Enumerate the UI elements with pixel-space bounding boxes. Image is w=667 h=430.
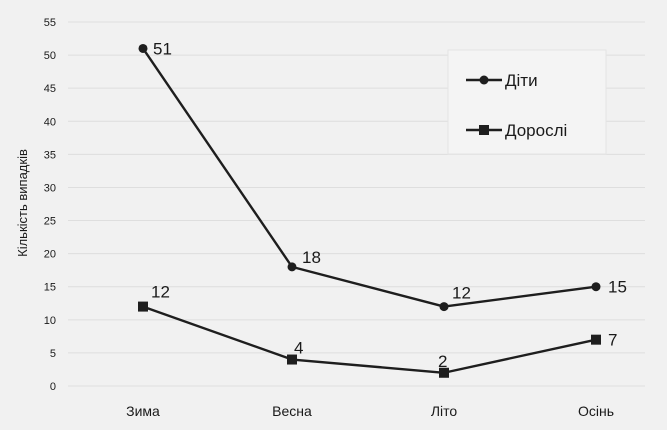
legend-label: Діти — [505, 71, 538, 90]
data-label: 2 — [438, 352, 447, 371]
data-label: 4 — [294, 339, 303, 358]
y-tick-label: 10 — [44, 315, 56, 327]
legend: Діти Дорослі — [447, 49, 607, 155]
legend-item: Діти — [466, 71, 538, 90]
data-point-marker — [591, 282, 601, 292]
y-tick-label: 45 — [44, 83, 56, 95]
y-tick-label: 55 — [44, 17, 56, 29]
y-tick-label: 30 — [44, 182, 56, 194]
legend-item: Дорослі — [466, 121, 567, 140]
data-point-marker — [439, 367, 449, 378]
data-label: 51 — [153, 39, 172, 58]
x-tick-labels: Зима Весна Літо Осінь — [126, 403, 614, 419]
data-point-marker — [138, 43, 148, 53]
series-line — [142, 47, 597, 308]
legend-marker — [479, 125, 489, 135]
data-label: 12 — [151, 283, 170, 302]
y-tick-labels: 0 5 10 15 20 25 30 35 40 45 50 55 — [44, 17, 56, 393]
data-point-marker — [138, 301, 148, 312]
data-label: 12 — [452, 284, 471, 303]
y-tick-label: 20 — [44, 249, 56, 261]
y-tick-label: 25 — [44, 216, 56, 228]
data-label: 7 — [608, 331, 617, 350]
legend-label: Дорослі — [505, 121, 567, 140]
series-circle — [138, 43, 601, 312]
y-tick-label: 15 — [44, 282, 56, 294]
legend-marker — [479, 75, 489, 85]
y-tick-label: 35 — [44, 149, 56, 161]
y-tick-label: 50 — [44, 50, 56, 62]
data-label: 18 — [302, 248, 321, 267]
data-point-marker — [591, 334, 601, 345]
y-axis-title: Кількість випадків — [15, 149, 30, 257]
data-point-marker — [287, 354, 297, 365]
data-labels: 51 18 12 15 12 4 2 7 — [151, 39, 627, 370]
series-line — [142, 305, 597, 374]
y-tick-label: 5 — [50, 348, 56, 360]
series-lines — [138, 43, 601, 378]
x-tick-label: Весна — [272, 403, 312, 419]
y-tick-label: 40 — [44, 116, 56, 128]
data-label: 15 — [608, 278, 627, 297]
y-tick-label: 0 — [50, 381, 56, 393]
data-point-marker — [439, 302, 449, 312]
legend-box — [447, 49, 607, 155]
series-square — [138, 301, 601, 378]
data-point-marker — [287, 262, 297, 272]
x-tick-label: Осінь — [578, 403, 614, 419]
x-tick-label: Зима — [126, 403, 160, 419]
x-tick-label: Літо — [431, 403, 458, 419]
